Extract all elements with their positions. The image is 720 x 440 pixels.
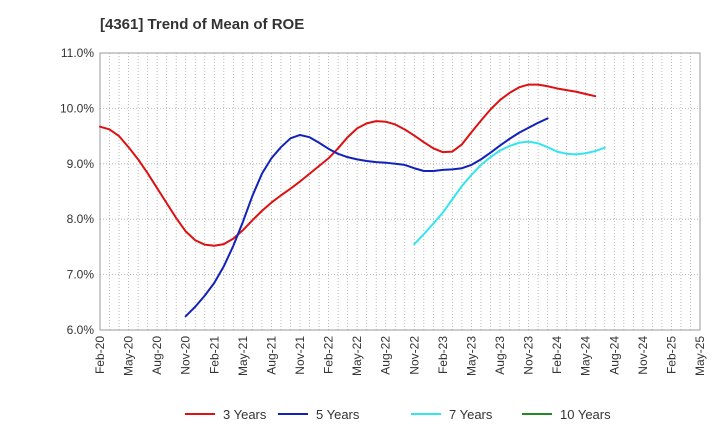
y-tick-label: 10.0% <box>60 101 94 115</box>
x-tick-label: Feb-24 <box>550 336 564 374</box>
x-tick-label: Feb-20 <box>93 336 107 374</box>
x-tick-label: Aug-24 <box>607 336 621 375</box>
x-tick-label: May-23 <box>464 336 478 376</box>
y-tick-label: 7.0% <box>67 268 95 282</box>
y-tick-label: 11.0% <box>61 46 94 60</box>
plot-border <box>99 52 701 331</box>
x-tick-label: Feb-22 <box>322 336 336 374</box>
x-tick-label: May-21 <box>236 336 250 376</box>
x-tick-label: Aug-23 <box>493 336 507 375</box>
chart-title: [4361] Trend of Mean of ROE <box>100 16 305 33</box>
series-line <box>184 117 549 318</box>
y-tick-label: 9.0% <box>67 157 95 171</box>
x-tick-label: Feb-21 <box>207 336 221 374</box>
y-tick-label: 8.0% <box>67 212 95 226</box>
legend-label: 3 Years <box>223 407 267 422</box>
legend-label: 10 Years <box>560 407 611 422</box>
series-line <box>99 83 597 247</box>
x-tick-label: Nov-20 <box>179 336 193 375</box>
x-tick-label: Feb-25 <box>664 336 678 374</box>
x-tick-label: May-22 <box>350 336 364 376</box>
x-tick-label: Nov-24 <box>636 336 650 375</box>
x-tick-label: Nov-21 <box>293 336 307 375</box>
x-tick-label: Nov-22 <box>407 336 421 375</box>
x-tick-label: May-20 <box>122 336 136 376</box>
x-tick-label: Nov-23 <box>522 336 536 375</box>
legend-label: 7 Years <box>449 407 493 422</box>
legend-label: 5 Years <box>316 407 360 422</box>
x-tick-label: May-24 <box>579 336 593 376</box>
series-line <box>413 140 606 246</box>
plot-area <box>100 53 700 330</box>
x-tick-label: Feb-23 <box>436 336 450 374</box>
x-tick-label: Aug-20 <box>150 336 164 375</box>
y-tick-label: 6.0% <box>67 323 95 337</box>
x-tick-label: Aug-21 <box>264 336 278 375</box>
x-tick-label: Aug-22 <box>379 336 393 375</box>
x-tick-label: May-25 <box>693 336 707 376</box>
